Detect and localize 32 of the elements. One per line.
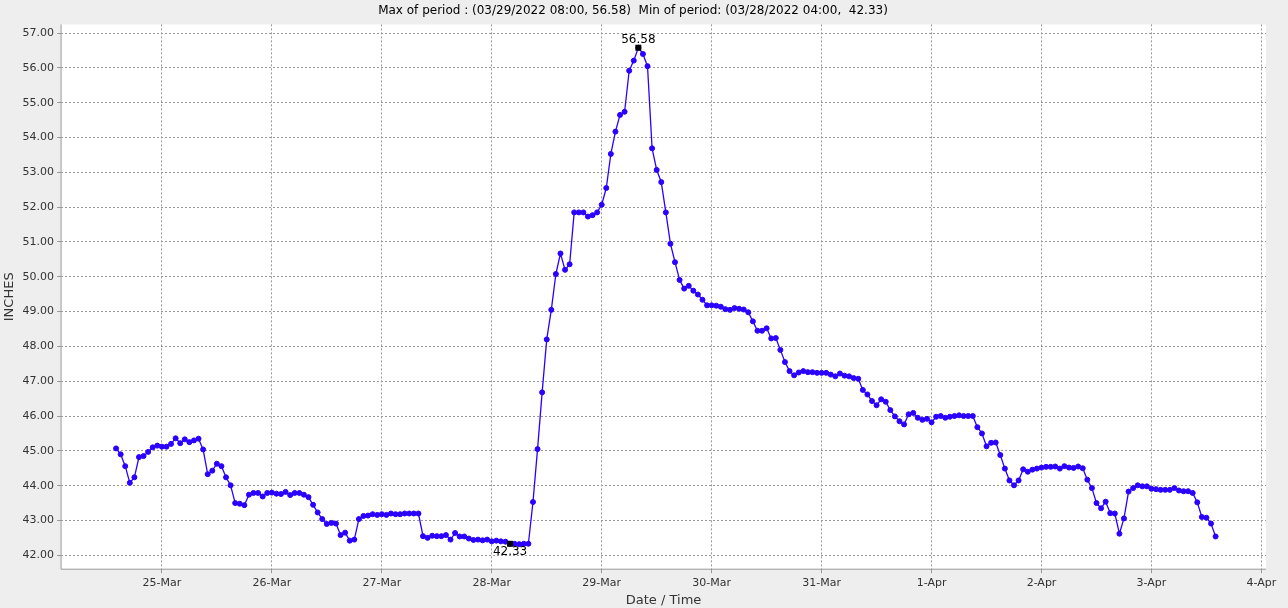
x-tick-label: 29-Mar: [582, 575, 622, 589]
x-tick-label: 2-Apr: [1026, 575, 1057, 589]
x-tick-label: 3-Apr: [1136, 575, 1167, 589]
x-tick-label: 28-Mar: [472, 575, 512, 589]
x-tick-label: 4-Apr: [1246, 575, 1277, 589]
y-tick-label: 44.00: [22, 478, 55, 492]
y-tick-label: 56.00: [22, 60, 55, 74]
x-tick-label: 25-Mar: [142, 575, 182, 589]
x-tick-label: 26-Mar: [252, 575, 292, 589]
x-axis-title: Date / Time: [625, 591, 702, 607]
y-tick-label: 42.00: [22, 548, 55, 562]
x-tick-label: 1-Apr: [916, 575, 947, 589]
y-tick-label: 45.00: [22, 443, 55, 457]
y-tick-label: 57.00: [22, 25, 55, 39]
y-tick-label: 53.00: [22, 165, 55, 179]
y-tick-label: 48.00: [22, 339, 55, 353]
annotation: 42.33: [492, 543, 528, 558]
x-tick-label: 30-Mar: [692, 575, 732, 589]
y-axis-title: INCHES: [1, 272, 17, 322]
y-tick-label: 49.00: [22, 304, 55, 318]
x-tick-label: 31-Mar: [802, 575, 842, 589]
chart-title: Max of period : (03/29/2022 08:00, 56.58) Min of period: (03/28/2022 04:00, 42.33): [378, 3, 888, 18]
y-tick-label: 51.00: [22, 234, 55, 248]
y-tick-label: 52.00: [22, 200, 55, 214]
annotation: 56.58: [621, 31, 656, 46]
y-tick-label: 47.00: [22, 374, 55, 388]
x-tick-label: 27-Mar: [362, 575, 402, 589]
y-tick-label: 55.00: [22, 95, 55, 109]
y-tick-label: 43.00: [22, 513, 55, 527]
y-tick-label: 50.00: [22, 269, 55, 283]
y-tick-label: 54.00: [22, 130, 55, 144]
y-tick-label: 46.00: [22, 408, 55, 422]
